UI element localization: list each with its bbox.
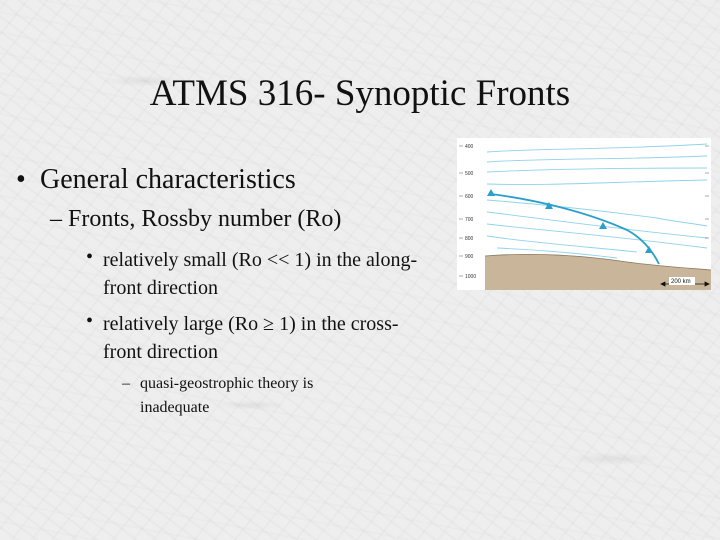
pressure-label: 800 [465, 236, 474, 242]
terrain-edge [484, 254, 711, 271]
slide-title: ATMS 316- Synoptic Fronts [149, 73, 571, 114]
bullet-dot: • [16, 164, 26, 195]
bullet-along-front: • relatively small (Ro << 1) in the alon… [86, 246, 426, 302]
isentrope-line [486, 179, 708, 185]
front-cross-section-diagram: 400 500 600 700 800 900 1000 [459, 143, 711, 290]
bullet-general-characteristics: • General characteristics [16, 164, 296, 196]
bullet-along-front-text: relatively small (Ro << 1) in the along-… [103, 249, 418, 299]
front-triangle [645, 246, 653, 253]
isentrope-line [486, 167, 708, 173]
scale-label: 200 km [671, 279, 691, 285]
isentrope-line [486, 143, 708, 153]
pressure-label: 900 [465, 254, 474, 260]
pressure-label: 400 [465, 144, 474, 150]
pressure-ticks [459, 145, 463, 277]
pressure-label: 600 [465, 194, 474, 200]
front-markers [487, 189, 653, 253]
isentrope-line [486, 223, 708, 249]
pressure-label: 700 [465, 217, 474, 223]
bullet-cross-front: • relatively large (Ro ≥ 1) in the cross… [86, 310, 426, 366]
isentrope-line [486, 211, 708, 239]
isentrope-line [486, 199, 708, 227]
isentrope-line [486, 155, 708, 163]
scale-label-bg [669, 277, 695, 285]
bullet-dash: – [50, 206, 68, 232]
isentrope-line [496, 247, 618, 259]
terrain-surface [485, 254, 711, 290]
bullet-dot: • [86, 246, 94, 268]
front-triangle [487, 189, 495, 196]
bullet-fronts-rossby-text: Fronts, Rossby number (Ro) [68, 206, 342, 232]
isentrope-lines [486, 143, 708, 259]
front-cross-section-figure: 400 500 600 700 800 900 1000 [457, 138, 711, 290]
right-axis-ticks [705, 145, 709, 239]
front-triangle [599, 222, 607, 229]
bullet-cross-front-text: relatively large (Ro ≥ 1) in the cross-f… [103, 313, 399, 363]
bullet-dot: • [86, 310, 94, 332]
pressure-label: 500 [465, 171, 474, 177]
pressure-label: 1000 [465, 274, 476, 280]
bullet-fronts-rossby: – Fronts, Rossby number (Ro) [50, 206, 341, 233]
bullet-general-characteristics-text: General characteristics [40, 164, 296, 195]
bullet-quasi-geostrophic: – quasi-geostrophic theory is inadequate [122, 372, 382, 420]
bullet-dash: – [122, 375, 130, 392]
front-triangle [545, 202, 553, 209]
bullet-quasi-geostrophic-text: quasi-geostrophic theory is inadequate [140, 375, 314, 416]
isentrope-line [486, 235, 638, 253]
